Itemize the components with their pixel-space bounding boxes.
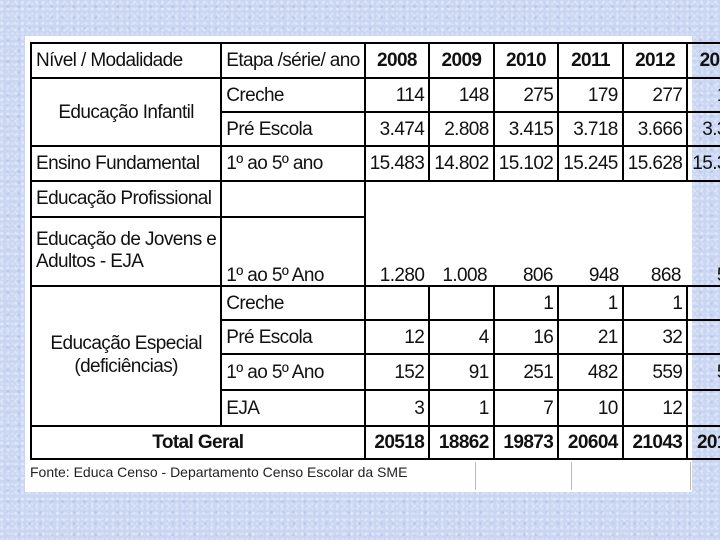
value-cell: 11 [686,389,720,427]
total-value: 20518 [363,425,431,460]
value-cell: 559 [621,353,689,391]
value-cell: 152 [363,353,431,391]
stage-cell: 1º ao 5º Ano [220,353,366,391]
stage-cell: 1º ao 5º ano [220,145,366,182]
value-cell: 1 [557,285,624,321]
header-stage: Etapa /série/ ano [220,42,366,79]
table-row: Ensino Fundamental 1º ao 5º ano 15.483 1… [29,145,720,182]
header-level: Nível / Modalidade [29,42,223,79]
category-profissional: Educação Profissional [29,180,223,218]
total-value: 19873 [492,425,560,460]
value-cell: 3.381 [686,111,720,147]
value-cell: 91 [428,353,495,391]
value-cell: 3.718 [557,111,624,147]
table-row: Educação Profissional 1.280 1.008 806 94… [29,180,720,286]
total-value: 20149 [686,425,720,460]
value-cell: 15.102 [492,145,560,182]
value-cell: 277 [621,77,689,113]
eja-values-table: 1.280 1.008 806 948 868 581 [367,183,720,285]
value-cell [363,285,431,321]
value-cell: 3.666 [621,111,689,147]
value-cell: 1 [492,285,560,321]
value-cell: 32 [621,319,689,355]
category-especial-line2: (deficiências) [74,356,178,377]
value-cell: 12 [621,389,689,427]
value-cell: 114 [363,77,431,113]
value-cell: 21 [557,319,624,355]
value-cell: 1 [621,285,689,321]
stage-cell: Creche [220,285,366,321]
table-row: Pré Escola 12 4 16 21 32 27 [31,319,720,355]
table-row: 1º ao 5º Ano 152 91 251 482 559 593 [31,353,720,391]
header-year-2013: 2013 [686,42,720,79]
value-cell: 1 [428,389,495,427]
total-row: Total Geral 20518 18862 19873 20604 2104… [30,425,720,460]
stage-cell: Pré Escola [220,319,366,355]
header-year-2011: 2011 [557,42,624,79]
value-cell: 27 [686,319,720,355]
header-row: Nível / Modalidade Etapa /série/ ano 200… [29,42,720,79]
table-row: Educação de Jovens e Adultos - EJA 1º ao… [29,215,720,288]
value-cell: 15.245 [557,145,624,182]
header-year-2009: 2009 [428,42,495,79]
total-value: 20604 [557,425,624,460]
stage-cell: Pré Escola [220,111,366,147]
header-year-2008: 2008 [363,42,431,79]
value-cell: 1.008 [442,265,487,285]
value-cell [686,285,720,321]
value-cell: 148 [428,77,495,113]
value-cell: 14.802 [428,145,495,182]
value-cell: 3.474 [363,111,431,147]
total-value: 18862 [428,425,495,460]
table-row: Educação Infantil Creche 114 148 275 179… [29,77,720,147]
header-year-2012: 2012 [621,42,689,79]
value-cell: 275 [492,77,560,113]
value-cell: 15.483 [363,145,431,182]
value-cell: 3 [363,389,431,427]
value-cell: 806 [522,265,554,285]
profissional-eja-values: 1.280 1.008 806 948 868 581 [363,180,720,286]
total-value: 21043 [621,425,689,460]
category-eja-line2: Adultos - EJA [36,251,144,273]
category-eja: Educação de Jovens e Adultos - EJA [29,215,223,288]
category-eja-line1: Educação de Jovens e [36,228,217,250]
source-gridlines [475,462,691,490]
value-cell: 7 [492,389,560,427]
value-cell: 3.415 [492,111,560,147]
table-row: EJA 3 1 7 10 12 11 [31,389,720,427]
value-cell: 4 [428,319,495,355]
value-cell: 12 [363,319,431,355]
value-cell: 482 [557,353,624,391]
value-cell: 16 [492,319,560,355]
value-cell: 593 [686,353,720,391]
value-cell: 197 [686,77,720,113]
stage-cell: Creche [220,77,366,113]
stage-cell: 1º ao 5º Ano [220,215,366,288]
category-especial-line1: Educação Especial [50,333,202,355]
enrollment-table: Nível / Modalidade Etapa /série/ ano 200… [29,42,720,460]
value-cell: 948 [588,265,620,285]
category-especial: Educação Especial (deficiências) [29,285,223,427]
value-cell: 581 [685,217,720,285]
value-cell: 251 [492,353,560,391]
value-cell: 15.359 [686,145,720,182]
table-row: Pré Escola 3.474 2.808 3.415 3.718 3.666… [31,111,720,147]
value-cell: 179 [557,77,624,113]
stage-cell [220,180,366,218]
table-row: Educação Especial (deficiências) Creche … [29,285,720,427]
table-sheet: Nível / Modalidade Etapa /série/ ano 200… [25,36,720,492]
stage-cell: EJA [220,389,366,427]
value-cell: 2.808 [428,111,495,147]
value-cell: 868 [650,265,682,285]
value-cell [428,285,495,321]
category-fundamental: Ensino Fundamental [29,145,223,182]
source-note: Fonte: Educa Censo - Departamento Censo … [30,464,408,480]
header-year-2010: 2010 [492,42,560,79]
total-label: Total Geral [30,425,366,460]
value-cell: 15.628 [621,145,689,182]
category-infantil: Educação Infantil [29,77,223,147]
value-cell: 10 [557,389,624,427]
value-cell: 1.280 [379,265,425,285]
